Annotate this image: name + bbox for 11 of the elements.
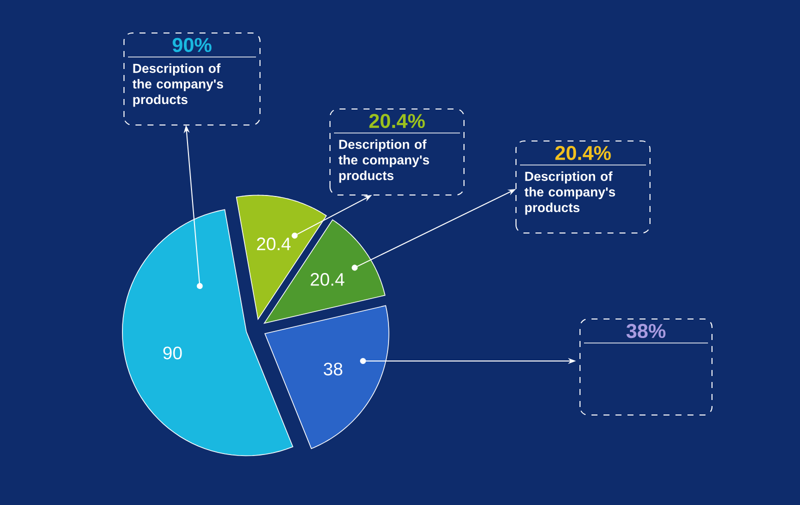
text: 38% [626,324,666,338]
data-label: 20.4 [257,238,291,250]
text: Description of the company's products [132,63,224,107]
text: 20.4% [369,114,425,128]
text: 20.4% [555,146,611,160]
text: Description of the company's products [338,139,430,183]
data-label: 20.4 [310,273,344,286]
text: Description of the company's products [524,171,616,215]
data-label: 38 [324,362,342,376]
text: 90% [172,38,212,52]
data-label: 90 [163,346,182,360]
